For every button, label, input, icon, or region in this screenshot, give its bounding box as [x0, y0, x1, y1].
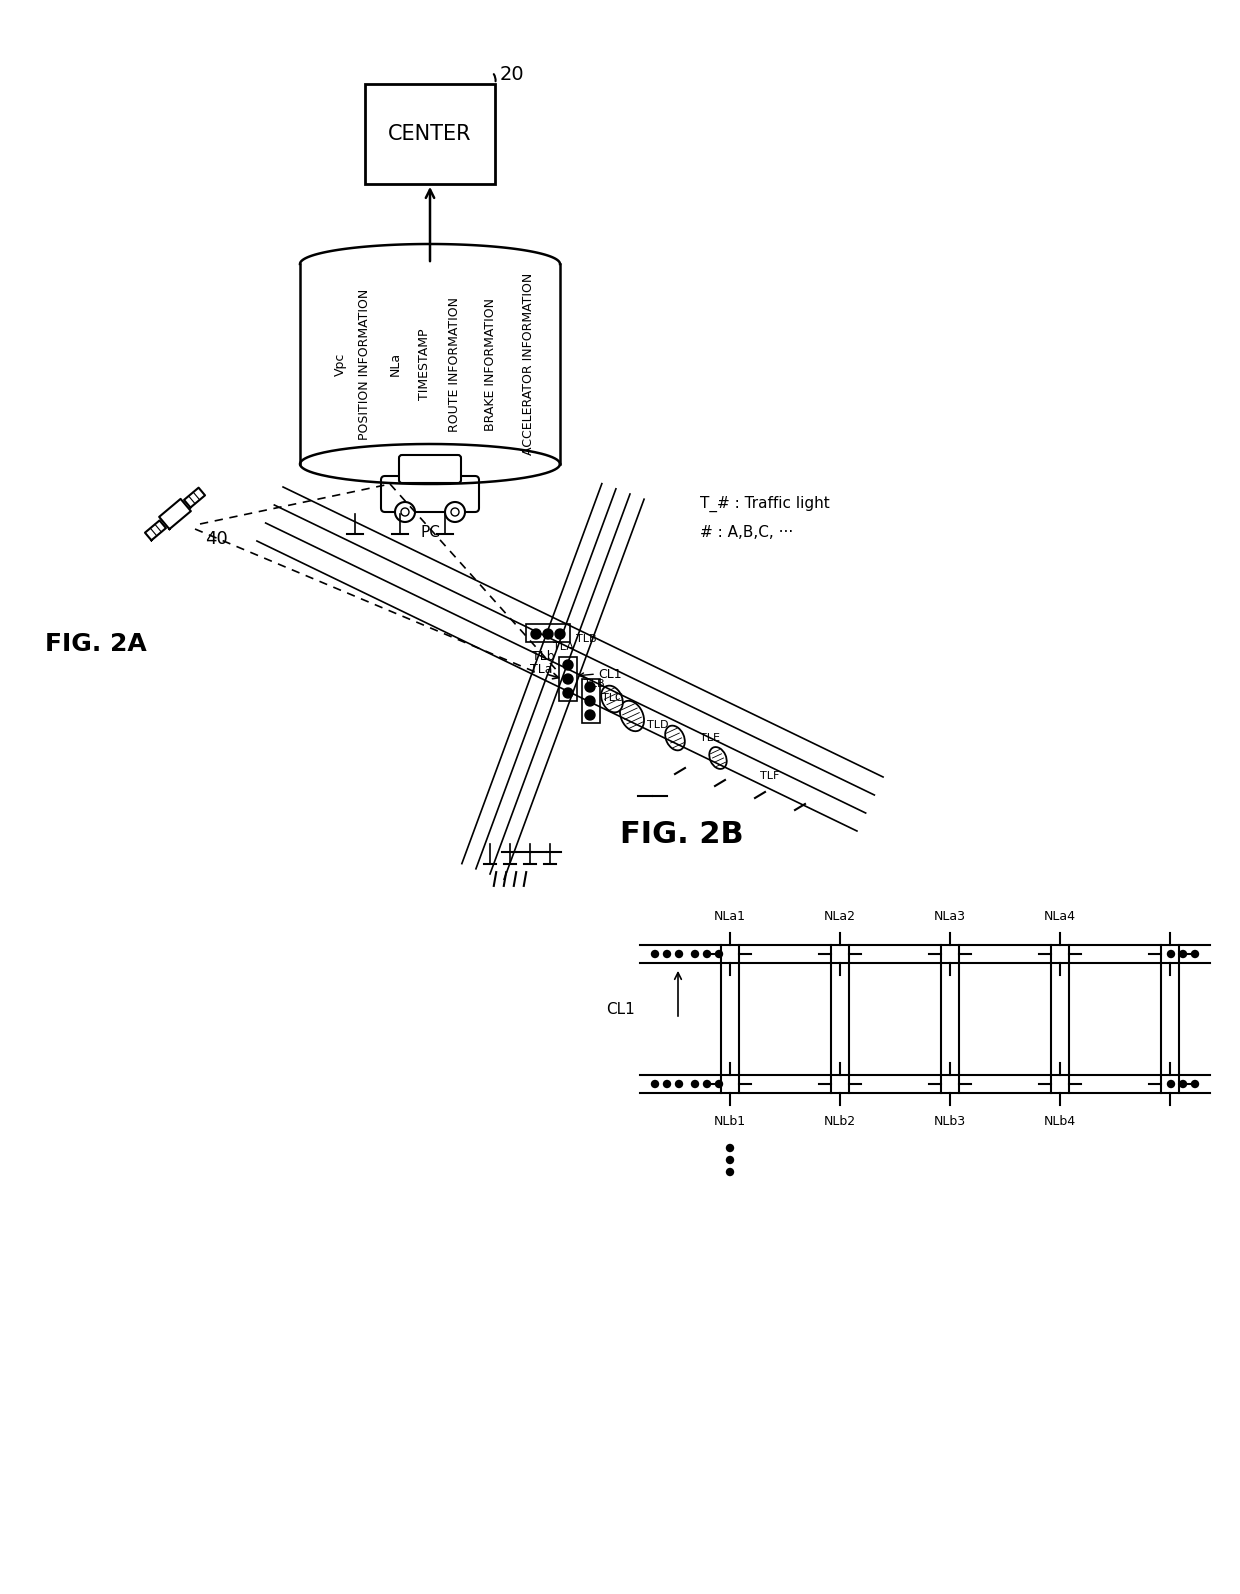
- Circle shape: [531, 630, 541, 639]
- Circle shape: [396, 502, 415, 521]
- Circle shape: [556, 630, 565, 639]
- Circle shape: [651, 950, 658, 958]
- Text: NLb1: NLb1: [714, 1114, 746, 1129]
- Circle shape: [585, 697, 595, 706]
- Circle shape: [663, 950, 671, 958]
- Text: TLD: TLD: [647, 720, 668, 730]
- Text: TLF: TLF: [760, 771, 780, 781]
- Text: TIMESTAMP: TIMESTAMP: [419, 328, 432, 400]
- Text: # : A,B,C, ···: # : A,B,C, ···: [701, 524, 794, 539]
- Text: TLB: TLB: [584, 679, 605, 689]
- Circle shape: [715, 950, 723, 958]
- Circle shape: [727, 1144, 734, 1151]
- Circle shape: [715, 1081, 723, 1087]
- Text: ROUTE INFORMATION: ROUTE INFORMATION: [449, 296, 461, 432]
- Text: 40: 40: [205, 529, 228, 548]
- Circle shape: [401, 508, 409, 516]
- Circle shape: [445, 502, 465, 521]
- Circle shape: [727, 1168, 734, 1175]
- Circle shape: [692, 1081, 698, 1087]
- Text: FIG. 2B: FIG. 2B: [620, 819, 744, 848]
- Circle shape: [1168, 950, 1174, 958]
- Circle shape: [1192, 950, 1199, 958]
- Circle shape: [1179, 1081, 1187, 1087]
- Text: CL1: CL1: [606, 1001, 635, 1017]
- Text: T_# : Traffic light: T_# : Traffic light: [701, 496, 830, 512]
- Circle shape: [703, 1081, 711, 1087]
- Text: NLa1: NLa1: [714, 910, 746, 923]
- Circle shape: [563, 674, 573, 684]
- Text: PC: PC: [420, 524, 440, 539]
- Text: NLa3: NLa3: [934, 910, 966, 923]
- Circle shape: [563, 660, 573, 669]
- Text: TLb: TLb: [532, 649, 554, 663]
- Bar: [365, 84, 495, 183]
- Text: NLa4: NLa4: [1044, 910, 1076, 923]
- Text: NLa: NLa: [388, 352, 402, 376]
- Ellipse shape: [620, 701, 644, 732]
- Text: CENTER: CENTER: [388, 124, 471, 143]
- FancyBboxPatch shape: [399, 454, 461, 483]
- Text: POSITION INFORMATION: POSITION INFORMATION: [358, 289, 372, 440]
- Text: TLa: TLa: [529, 663, 553, 676]
- Text: BRAKE INFORMATION: BRAKE INFORMATION: [484, 298, 496, 430]
- Circle shape: [1192, 1081, 1199, 1087]
- FancyBboxPatch shape: [381, 477, 479, 512]
- Text: NLb3: NLb3: [934, 1114, 966, 1129]
- Circle shape: [543, 630, 553, 639]
- Text: TLA: TLA: [553, 642, 573, 652]
- Text: TLE: TLE: [701, 733, 720, 743]
- Text: TLB: TLB: [577, 634, 596, 644]
- Circle shape: [585, 682, 595, 692]
- Text: TLC: TLC: [601, 693, 622, 703]
- Ellipse shape: [665, 725, 684, 751]
- Ellipse shape: [601, 685, 622, 713]
- Circle shape: [1179, 950, 1187, 958]
- Circle shape: [676, 950, 682, 958]
- Bar: [582, 679, 600, 724]
- Circle shape: [1168, 1081, 1174, 1087]
- Circle shape: [563, 689, 573, 698]
- Circle shape: [692, 950, 698, 958]
- Text: Vpc: Vpc: [334, 352, 346, 376]
- Circle shape: [651, 1081, 658, 1087]
- Ellipse shape: [709, 748, 727, 768]
- Bar: [526, 623, 570, 642]
- Bar: [559, 657, 577, 701]
- Circle shape: [676, 1081, 682, 1087]
- Circle shape: [663, 1081, 671, 1087]
- Circle shape: [703, 950, 711, 958]
- Circle shape: [585, 709, 595, 720]
- Text: NLb4: NLb4: [1044, 1114, 1076, 1129]
- Text: NLa2: NLa2: [825, 910, 856, 923]
- Circle shape: [727, 1157, 734, 1164]
- Text: NLb2: NLb2: [823, 1114, 856, 1129]
- Text: ACCELERATOR INFORMATION: ACCELERATOR INFORMATION: [522, 273, 534, 456]
- Circle shape: [451, 508, 459, 516]
- Text: 20: 20: [500, 64, 525, 83]
- Text: FIG. 2A: FIG. 2A: [45, 631, 146, 657]
- Text: CL1: CL1: [598, 668, 621, 681]
